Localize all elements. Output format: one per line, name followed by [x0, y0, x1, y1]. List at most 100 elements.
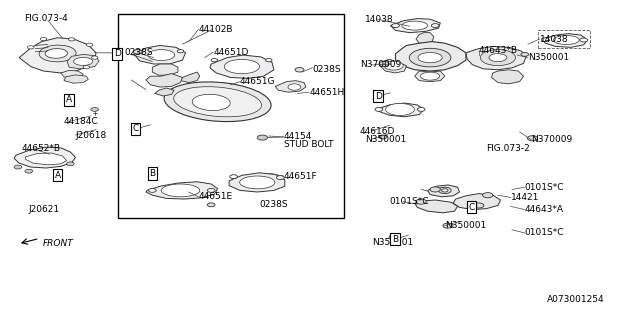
Ellipse shape	[385, 103, 415, 116]
Text: FRONT: FRONT	[43, 239, 74, 248]
Polygon shape	[492, 70, 524, 84]
Text: 0238S: 0238S	[259, 200, 288, 209]
Polygon shape	[453, 194, 500, 210]
Ellipse shape	[173, 87, 262, 117]
Text: 14038: 14038	[365, 15, 394, 24]
Polygon shape	[180, 72, 200, 83]
Polygon shape	[61, 70, 83, 80]
Polygon shape	[14, 147, 76, 168]
Text: 44184C: 44184C	[64, 117, 99, 126]
Polygon shape	[390, 19, 440, 33]
Ellipse shape	[402, 21, 428, 30]
Polygon shape	[543, 34, 588, 47]
Ellipse shape	[554, 36, 579, 44]
Polygon shape	[466, 46, 526, 70]
Text: A073001254: A073001254	[547, 295, 605, 304]
Text: FIG.073-2: FIG.073-2	[486, 144, 530, 153]
Ellipse shape	[161, 184, 200, 197]
Ellipse shape	[74, 58, 93, 66]
Text: 44651E: 44651E	[198, 192, 232, 201]
Text: 0238S: 0238S	[312, 65, 341, 74]
Circle shape	[91, 108, 99, 111]
Text: N350001: N350001	[365, 135, 406, 144]
Text: J20621: J20621	[29, 205, 60, 214]
Circle shape	[474, 203, 484, 208]
Ellipse shape	[148, 50, 175, 60]
Polygon shape	[376, 103, 424, 117]
Circle shape	[207, 203, 215, 207]
Circle shape	[276, 176, 284, 180]
Text: 44154: 44154	[284, 132, 312, 141]
Circle shape	[379, 61, 389, 67]
Circle shape	[68, 38, 75, 41]
Ellipse shape	[240, 176, 275, 189]
Polygon shape	[152, 64, 178, 75]
Polygon shape	[146, 74, 182, 87]
Text: C: C	[468, 203, 475, 212]
Circle shape	[177, 50, 184, 53]
Text: A: A	[54, 171, 61, 180]
Bar	[538, 30, 590, 48]
Text: 0101S*C: 0101S*C	[389, 197, 429, 206]
Polygon shape	[134, 45, 186, 64]
Circle shape	[257, 135, 268, 140]
Ellipse shape	[39, 45, 76, 62]
Circle shape	[483, 193, 493, 198]
Circle shape	[83, 66, 90, 69]
Circle shape	[375, 108, 383, 111]
Polygon shape	[19, 38, 96, 73]
Polygon shape	[155, 88, 174, 96]
Circle shape	[443, 223, 453, 228]
Text: N370009: N370009	[360, 60, 401, 69]
Circle shape	[211, 59, 218, 62]
Ellipse shape	[164, 82, 271, 122]
Circle shape	[442, 189, 448, 192]
Text: N370009: N370009	[531, 135, 572, 144]
Circle shape	[230, 175, 237, 179]
Ellipse shape	[418, 52, 442, 63]
Text: 14038: 14038	[540, 35, 568, 44]
Circle shape	[266, 59, 272, 62]
Polygon shape	[210, 55, 274, 78]
Text: 44651G: 44651G	[240, 77, 275, 86]
Polygon shape	[64, 75, 88, 83]
Text: D: D	[375, 92, 381, 100]
Circle shape	[438, 187, 451, 194]
Circle shape	[40, 37, 47, 41]
Ellipse shape	[410, 48, 451, 67]
Text: 0101S*C: 0101S*C	[525, 183, 564, 192]
Circle shape	[416, 199, 426, 204]
Circle shape	[207, 188, 215, 192]
Text: 44651D: 44651D	[213, 48, 248, 57]
Polygon shape	[146, 182, 218, 199]
Circle shape	[521, 52, 529, 56]
Circle shape	[133, 50, 142, 54]
Ellipse shape	[489, 54, 507, 62]
Text: 0238S: 0238S	[125, 48, 154, 57]
Text: 44616D: 44616D	[360, 127, 395, 136]
Text: 44643*A: 44643*A	[525, 205, 564, 214]
Text: N350001: N350001	[372, 238, 413, 247]
Text: 14421: 14421	[511, 193, 539, 202]
Circle shape	[430, 187, 440, 192]
Ellipse shape	[384, 61, 403, 70]
Text: B: B	[392, 235, 398, 244]
Text: B: B	[149, 169, 156, 178]
Text: STUD BOLT: STUD BOLT	[284, 140, 333, 149]
Polygon shape	[381, 59, 406, 73]
Text: J20618: J20618	[76, 131, 107, 140]
Polygon shape	[416, 33, 434, 44]
Circle shape	[417, 108, 425, 111]
Text: N350001: N350001	[528, 53, 569, 62]
Polygon shape	[229, 173, 285, 192]
Ellipse shape	[480, 50, 516, 66]
Text: FIG.073-4: FIG.073-4	[24, 14, 68, 23]
Ellipse shape	[192, 94, 230, 110]
Circle shape	[431, 24, 439, 28]
Circle shape	[288, 84, 301, 90]
Circle shape	[295, 68, 304, 72]
Circle shape	[25, 169, 33, 173]
Polygon shape	[396, 42, 466, 71]
Circle shape	[86, 43, 93, 46]
Polygon shape	[26, 153, 67, 165]
